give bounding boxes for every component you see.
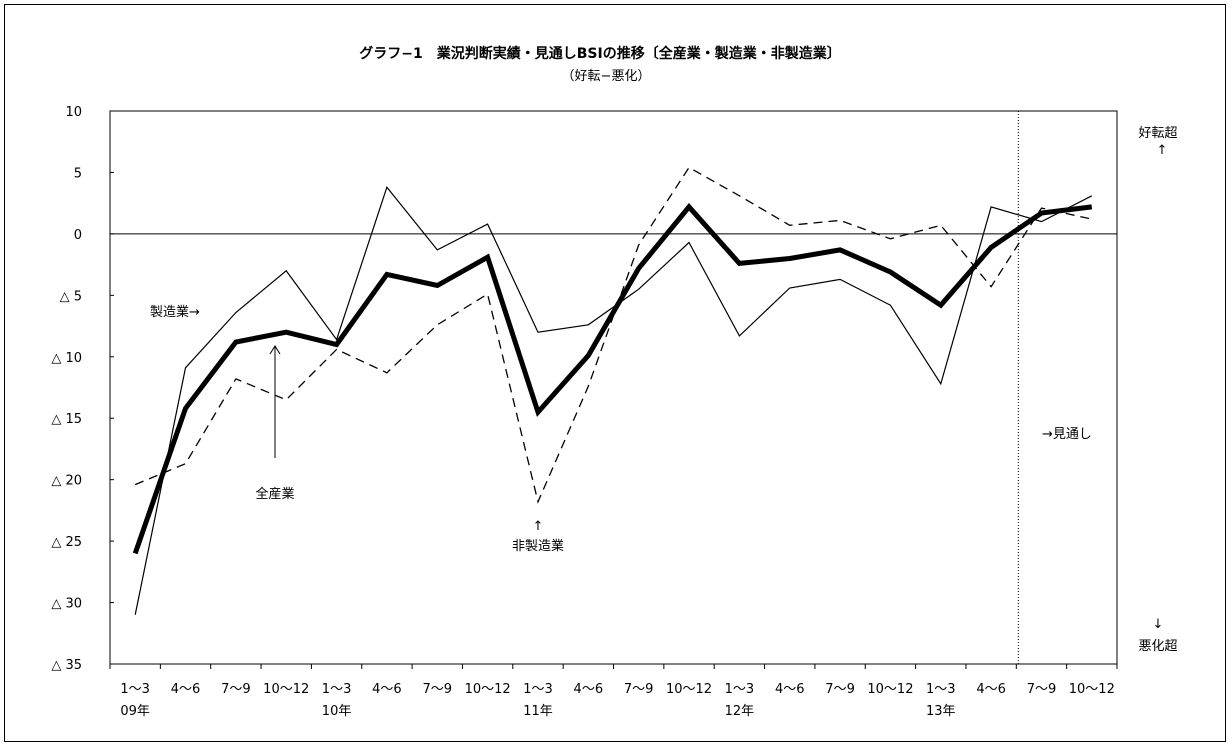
x-tick-label: 7～9 — [624, 682, 654, 697]
x-tick-label: 10～12 — [263, 682, 309, 697]
arrow-head-all-industries — [269, 345, 281, 355]
label-forecast: →見通し — [1042, 427, 1092, 442]
y-tick-label: 0 — [74, 228, 82, 243]
x-tick-label: 7～9 — [221, 682, 251, 697]
x-tick-label: 1～3 — [322, 682, 352, 697]
x-tick-label: 4～6 — [574, 682, 604, 697]
x-axis-year-labels: 09年 10年 11年 12年 13年 — [120, 704, 955, 719]
x-tick-label: 1～3 — [120, 682, 150, 697]
up-arrow-non-manufacturing: ↑ — [533, 519, 544, 534]
x-tick-label: 1～3 — [725, 682, 755, 697]
x-tick-label: 1～3 — [523, 682, 553, 697]
x-tick-label: 10～12 — [867, 682, 913, 697]
improve-arrow: ↑ — [1157, 143, 1168, 158]
y-tick-label: △ 30 — [51, 597, 82, 612]
chart-subtitle: （好転−悪化） — [562, 69, 651, 84]
label-manufacturing: 製造業→ — [150, 304, 200, 320]
x-tick-label: 7～9 — [825, 682, 855, 697]
label-worsen-excess: 悪化超 — [1138, 639, 1177, 654]
year-label: 10年 — [322, 704, 352, 719]
y-tick-label: △ 35 — [51, 658, 82, 673]
series-line-thin — [134, 185, 1093, 615]
x-tick-label: 10～12 — [465, 682, 511, 697]
x-tick-label: 1～3 — [926, 682, 956, 697]
x-tick-label: 7～9 — [423, 682, 453, 697]
y-tick-label: △ 25 — [51, 535, 82, 550]
year-label: 09年 — [120, 704, 150, 719]
label-non-manufacturing: 非製造業 — [512, 538, 564, 554]
x-tick-label: 4～6 — [775, 682, 805, 697]
series-line-thick — [132, 203, 1093, 555]
year-label: 13年 — [926, 704, 956, 719]
x-axis-ticks: 1～3 4～6 7～9 10～12 1～3 4～6 7～9 10～12 1～3 4～6 7～9 10～… — [109, 664, 1118, 697]
year-label: 12年 — [725, 704, 755, 719]
x-tick-label: 10～12 — [1069, 682, 1115, 697]
y-tick-label: △ 15 — [51, 412, 82, 427]
worsen-arrow: ↓ — [1153, 617, 1164, 632]
y-tick-label: △ 10 — [51, 351, 82, 366]
chart-title: グラフ−1 業況判断実績・見通しBSIの推移〔全産業・製造業・非製造業〕 — [359, 45, 840, 62]
x-tick-label: 10～12 — [666, 682, 712, 697]
x-tick-label: 4～6 — [171, 682, 201, 697]
x-tick-label: 4～6 — [976, 682, 1006, 697]
y-tick-label: 10 — [65, 105, 82, 120]
series-lines — [132, 166, 1093, 615]
plot-area — [109, 110, 1118, 665]
y-tick-label: △ 20 — [51, 474, 82, 489]
y-tick-label: △ 5 — [60, 289, 82, 304]
x-tick-label: 4～6 — [372, 682, 402, 697]
year-label: 11年 — [523, 704, 553, 719]
y-tick-label: 5 — [74, 166, 82, 181]
label-all-industries: 全産業 — [255, 486, 294, 502]
x-tick-label: 7～9 — [1027, 682, 1057, 697]
y-axis-ticks: 10 5 0 △ 5 △ 10 △ 15 △ 20 △ 25 △ 30 △ 35 — [51, 105, 1117, 673]
label-improve-excess: 好転超 — [1138, 126, 1177, 141]
chart-frame — [4, 4, 1226, 742]
